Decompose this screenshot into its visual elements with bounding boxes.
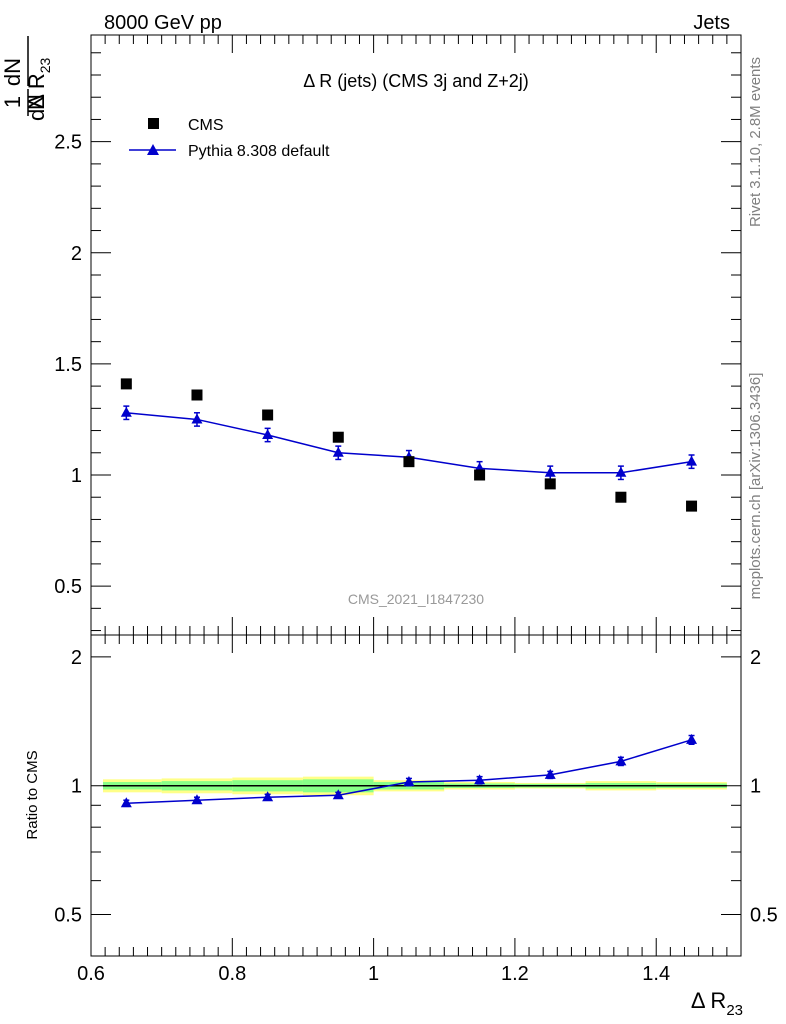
legend-cms-label: CMS xyxy=(188,117,224,134)
main-title: Δ R (jets) (CMS 3j and Z+2j) xyxy=(303,71,529,91)
ratio-ticks xyxy=(90,635,742,957)
ylabel-num: dN xyxy=(0,58,25,86)
ratio-pythia-point xyxy=(120,797,132,808)
pythia-point xyxy=(191,413,203,424)
cms-point xyxy=(332,431,344,443)
mcplots-label: mcplots.cern.ch [arXiv:1306.3436] xyxy=(747,373,764,600)
main-ticks xyxy=(90,35,742,635)
legend-pythia-marker xyxy=(147,144,159,155)
x-tick-label: 1.4 xyxy=(642,963,670,985)
ratio-y-tick-label-right: 1 xyxy=(750,776,761,798)
legend-pythia-label: Pythia 8.308 default xyxy=(188,143,330,160)
cms-point xyxy=(474,469,486,481)
ratio-pythia-point xyxy=(474,774,486,785)
x-tick-label: 1.2 xyxy=(501,963,529,985)
x-tick-label: 0.6 xyxy=(77,963,105,985)
ratio-pythia-point xyxy=(262,791,274,802)
ratio-data xyxy=(120,733,698,808)
ratio-y-tick-label: 0.5 xyxy=(54,905,82,927)
main-y-tick-label: 1.5 xyxy=(54,354,82,376)
ylabel-den-top: N xyxy=(24,94,49,110)
category-label: Jets xyxy=(693,12,730,34)
cms-point xyxy=(544,478,556,490)
pythia-point xyxy=(120,406,132,417)
pythia-point xyxy=(262,429,274,439)
pythia-point xyxy=(332,446,344,457)
x-axis-label: Δ R23 xyxy=(691,988,743,1019)
ratio-pythia-line xyxy=(126,739,692,804)
ratio-y-tick-label: 2 xyxy=(71,647,82,669)
main-y-axis-label: 1 N dN dΔ R23 xyxy=(0,36,53,121)
main-y-tick-label: 1 xyxy=(71,465,82,487)
ylabel-den-sub: 23 xyxy=(37,57,53,73)
cms-point xyxy=(615,491,627,503)
ratio-pythia-point xyxy=(332,789,344,800)
main-y-tick-label: 2.5 xyxy=(54,132,82,154)
ratio-bands xyxy=(103,776,727,796)
pythia-point xyxy=(686,455,698,466)
main-y-tick-label: 0.5 xyxy=(54,576,82,598)
main-y-tick-label: 2 xyxy=(71,243,82,265)
pythia-point xyxy=(544,466,556,477)
ratio-panel: 0.6 0.8 1 1.2 1.4 0.5 0.5 1 1 2 2 Ratio to CMS Δ R… xyxy=(24,634,778,1019)
ratio-pythia-point xyxy=(686,733,698,744)
ratio-y-tick-label-right: 2 xyxy=(750,647,761,669)
ratio-y-tick-label: 1 xyxy=(71,776,82,798)
x-tick-label: 0.8 xyxy=(218,963,246,985)
cms-point xyxy=(403,456,415,468)
main-panel: 0.5 1 1.5 2 2.5 1 N dN dΔ R23 Δ R (jets) (CM… xyxy=(0,34,742,636)
energy-label: 8000 GeV pp xyxy=(104,12,222,34)
ratio-pythia-point xyxy=(544,768,556,779)
cms-point xyxy=(191,389,203,401)
ratio-y-tick-label-right: 0.5 xyxy=(750,905,778,927)
ratio-tick-labels: 0.6 0.8 1 1.2 1.4 0.5 0.5 1 1 2 2 xyxy=(54,647,778,985)
x-tick-label: 1 xyxy=(368,963,379,985)
rivet-label: Rivet 3.1.10, 2.8M events xyxy=(747,57,764,227)
cms-point xyxy=(120,378,132,390)
ratio-pythia-point xyxy=(615,755,627,766)
ratio-pythia-point xyxy=(403,776,415,787)
pythia-point xyxy=(615,466,627,477)
legend: CMS Pythia 8.308 default xyxy=(129,117,330,160)
ratio-y-axis-label: Ratio to CMS xyxy=(24,750,41,839)
ratio-frame xyxy=(90,634,742,957)
legend-cms-marker xyxy=(148,118,159,129)
analysis-watermark: CMS_2021_I1847230 xyxy=(348,591,484,607)
ylabel-num-top: 1 xyxy=(0,96,25,108)
x-axis-label-sub: 23 xyxy=(726,1002,743,1019)
ratio-pythia-point xyxy=(191,794,203,805)
cms-point xyxy=(686,500,698,512)
main-tick-labels: 0.5 1 1.5 2 2.5 xyxy=(54,132,82,598)
main-data xyxy=(120,378,698,512)
x-axis-label-main: Δ R xyxy=(691,988,726,1013)
cms-point xyxy=(262,409,274,421)
